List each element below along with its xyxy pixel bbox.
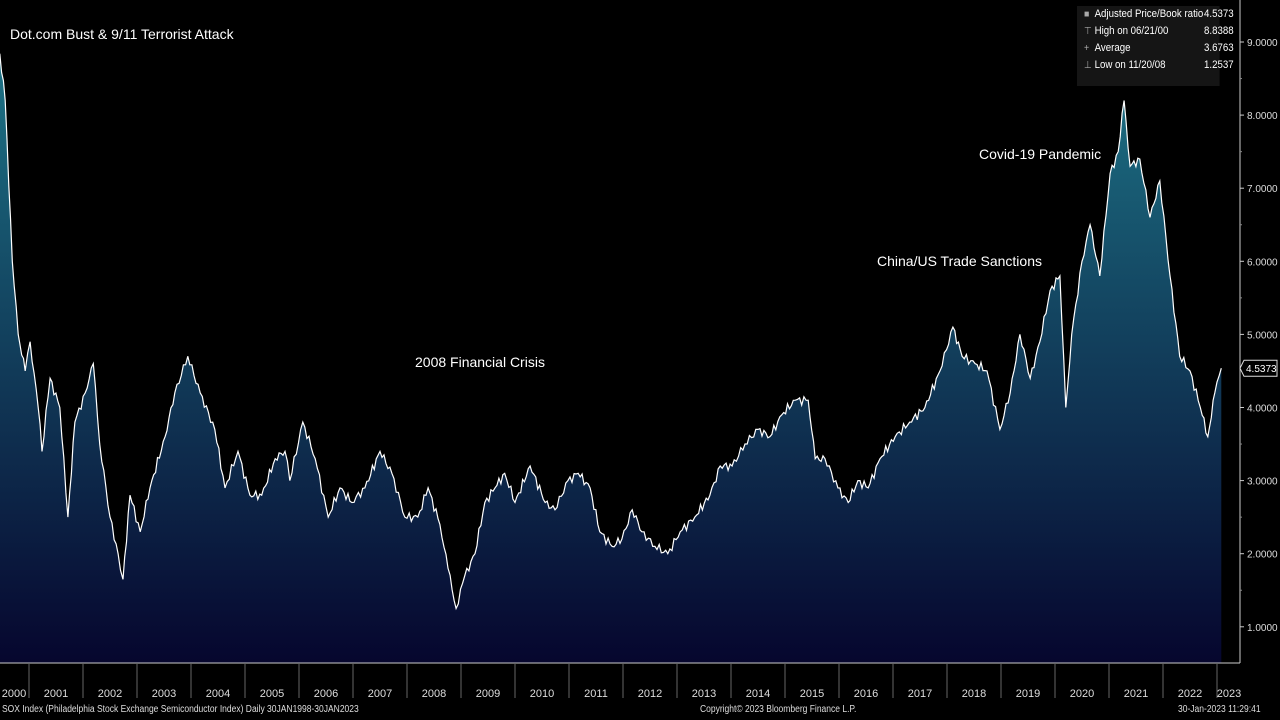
- annotation-dotcom: Dot.com Bust & 9/11 Terrorist Attack: [10, 26, 234, 42]
- low-marker-icon: ⊥: [1084, 60, 1092, 71]
- x-tick-label: 2019: [1016, 688, 1040, 700]
- x-tick-label: 2000: [2, 688, 26, 700]
- x-tick-label: 2002: [98, 688, 122, 700]
- annotation-2008-crisis: 2008 Financial Crisis: [415, 354, 545, 370]
- annotation-trade-sanctions: China/US Trade Sanctions: [877, 253, 1042, 269]
- x-tick-label: 2008: [422, 688, 446, 700]
- area-fill: [0, 55, 1222, 663]
- legend-row-average: + Average 3.6763: [1077, 40, 1239, 57]
- y-tick-label: 6.0000: [1247, 257, 1278, 268]
- y-tick-label: 9.0000: [1247, 38, 1278, 49]
- x-tick-label: 2023: [1217, 688, 1241, 700]
- x-tick-label: 2003: [152, 688, 176, 700]
- y-tick-label: 4.0000: [1247, 404, 1278, 415]
- legend-row-low: ⊥ Low on 11/20/08 1.2537: [1077, 57, 1239, 74]
- y-tick-label: 1.0000: [1247, 623, 1278, 634]
- legend-row-high: ⊤ High on 06/21/00 8.8388: [1077, 23, 1239, 40]
- x-tick-label: 2004: [206, 688, 230, 700]
- y-tick-label: 8.0000: [1247, 111, 1278, 122]
- x-tick-label: 2021: [1124, 688, 1148, 700]
- last-value-tag: [1239, 359, 1278, 377]
- x-tick-label: 2005: [260, 688, 284, 700]
- x-tick-label: 2010: [530, 688, 554, 700]
- x-tick-label: 2020: [1070, 688, 1094, 700]
- annotation-covid: Covid-19 Pandemic: [979, 146, 1102, 162]
- x-tick-label: 2007: [368, 688, 392, 700]
- x-tick-label: 2017: [908, 688, 932, 700]
- footer-timestamp: 30-Jan-2023 11:29:41: [1178, 704, 1261, 715]
- x-tick-label: 2018: [962, 688, 986, 700]
- x-tick-label: 2009: [476, 688, 500, 700]
- x-tick-label: 2012: [638, 688, 662, 700]
- y-tick-label: 5.0000: [1247, 330, 1278, 341]
- footer-copyright: Copyright© 2023 Bloomberg Finance L.P.: [700, 704, 857, 715]
- footer-security: SOX Index (Philadelphia Stock Exchange S…: [2, 704, 359, 715]
- x-tick-label: 2001: [44, 688, 68, 700]
- x-tick-label: 2016: [854, 688, 878, 700]
- legend-row-series: ■ Adjusted Price/Book ratio 4.5373: [1077, 6, 1239, 23]
- x-tick-label: 2022: [1178, 688, 1202, 700]
- series-line: [0, 53, 1222, 611]
- high-marker-icon: ⊤: [1084, 26, 1092, 37]
- last-value-label: 4.5373: [1246, 364, 1277, 375]
- average-marker-icon: +: [1084, 43, 1090, 54]
- y-tick-label: 3.0000: [1247, 477, 1278, 488]
- x-tick-label: 2015: [800, 688, 824, 700]
- x-tick-label: 2011: [584, 688, 608, 700]
- x-tick-label: 2006: [314, 688, 338, 700]
- x-tick-label: 2013: [692, 688, 716, 700]
- x-tick-label: 2014: [746, 688, 770, 700]
- y-tick-label: 7.0000: [1247, 184, 1278, 195]
- y-tick-label: 2.0000: [1247, 550, 1278, 561]
- legend: ■ Adjusted Price/Book ratio 4.5373 ⊤ High o…: [1077, 6, 1234, 86]
- series-swatch-icon: ■: [1084, 9, 1090, 20]
